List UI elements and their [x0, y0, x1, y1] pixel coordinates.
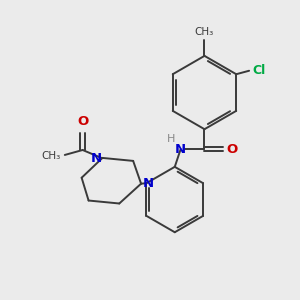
Text: Cl: Cl [252, 64, 265, 77]
Text: N: N [175, 142, 186, 155]
Text: CH₃: CH₃ [42, 151, 61, 161]
Text: N: N [90, 152, 101, 165]
Text: O: O [226, 142, 238, 155]
Text: O: O [77, 115, 88, 128]
Text: CH₃: CH₃ [195, 27, 214, 37]
Text: H: H [167, 134, 175, 144]
Text: N: N [143, 177, 154, 190]
